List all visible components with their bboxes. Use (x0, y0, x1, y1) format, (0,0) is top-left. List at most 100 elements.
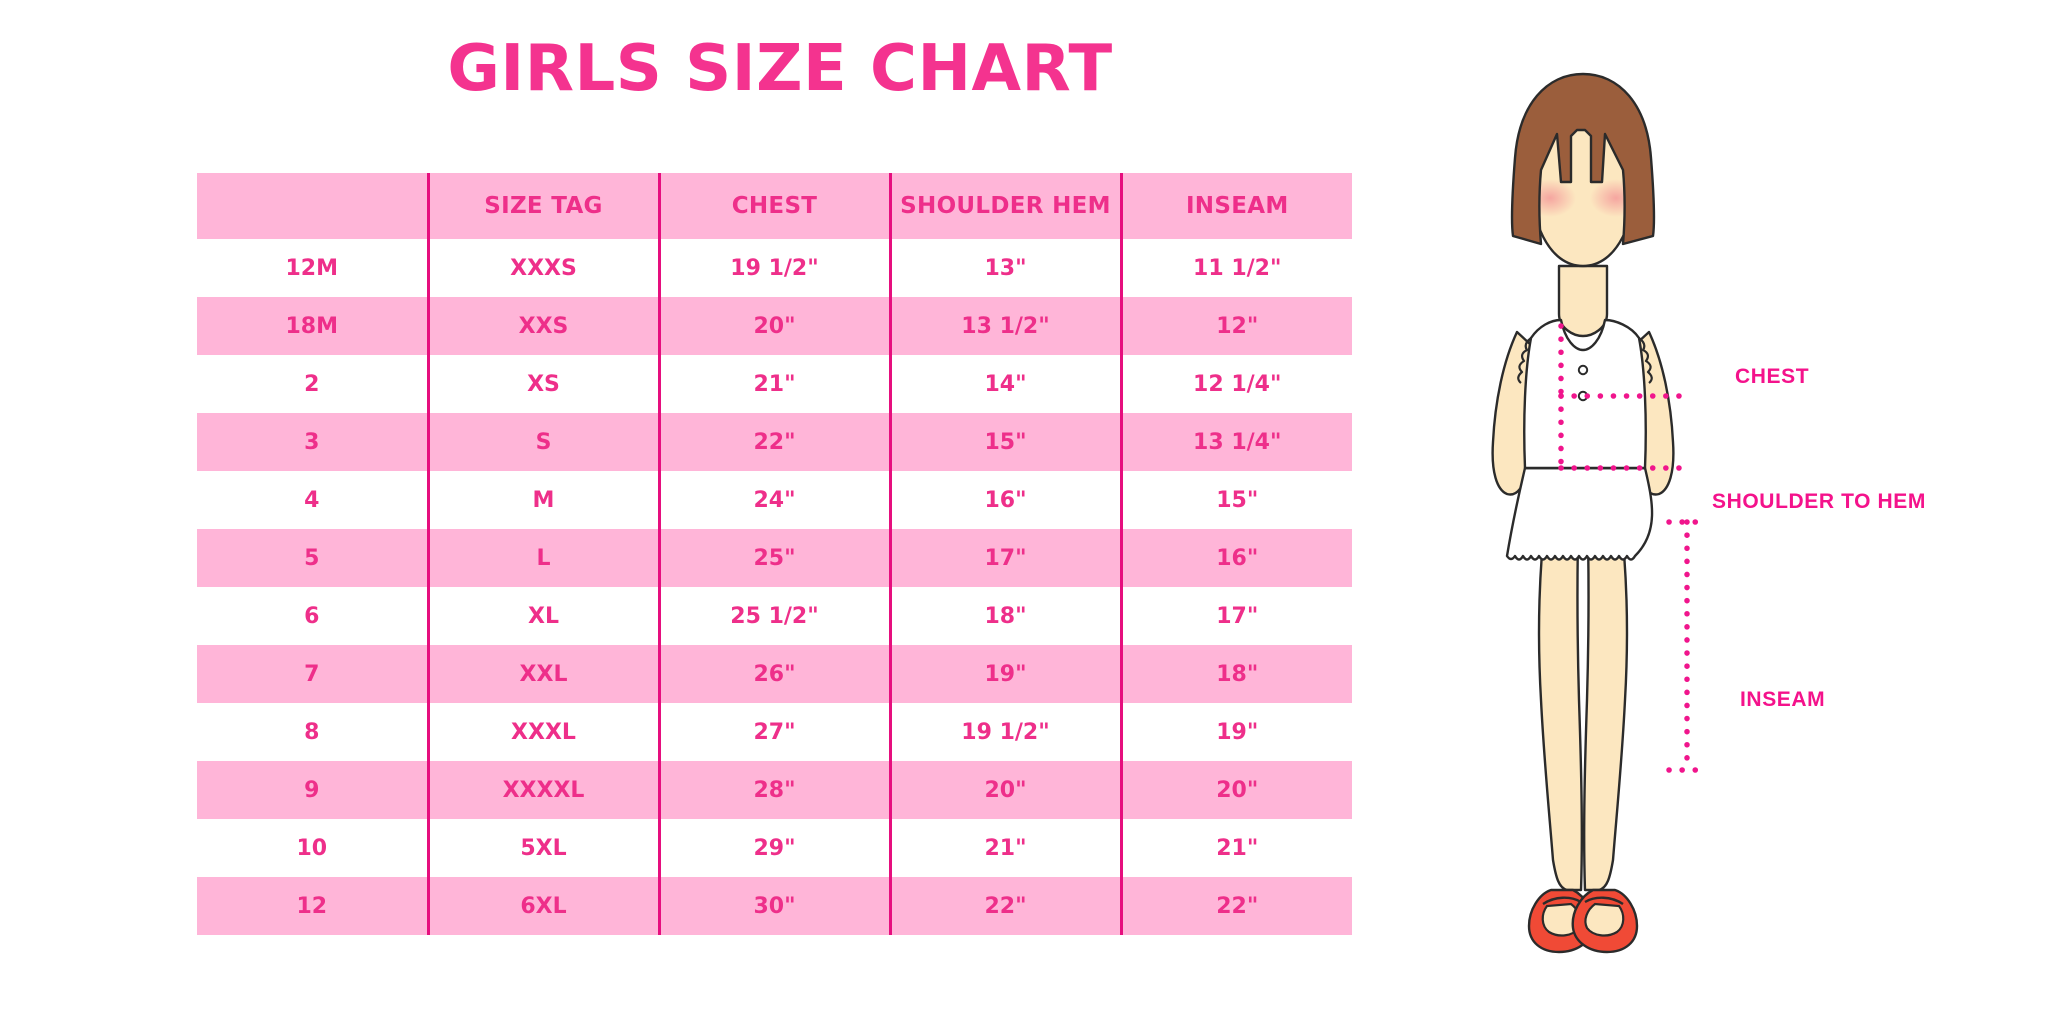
left-leg (1537, 498, 1584, 892)
column-header-inseam: INSEAM (1119, 173, 1352, 239)
cell-size-tag: L (426, 529, 659, 587)
table-row: 5 L 25" 17" 16" (197, 529, 1352, 587)
cell-inseam: 12" (1119, 297, 1352, 355)
cell-inseam: 12 1/4" (1119, 355, 1352, 413)
cell-chest: 30" (657, 877, 890, 935)
cell-size-tag: 6XL (426, 877, 659, 935)
cell-inseam: 13 1/4" (1119, 413, 1352, 471)
cell-inseam: 20" (1119, 761, 1352, 819)
cell-size: 10 (197, 819, 428, 877)
table-row: 10 5XL 29" 21" 21" (197, 819, 1352, 877)
left-shoulder-ruffle (1517, 337, 1532, 384)
size-table-container: SIZE TAG CHEST SHOULDER HEM INSEAM 12M X… (197, 173, 1352, 935)
cell-size: 5 (197, 529, 428, 587)
cell-size: 18M (197, 297, 428, 355)
table-header-row: SIZE TAG CHEST SHOULDER HEM INSEAM (197, 173, 1352, 239)
cell-shoulder-hem: 15" (888, 413, 1121, 471)
cell-size: 2 (197, 355, 428, 413)
cell-size-tag: XXXXL (426, 761, 659, 819)
table-row: 12 6XL 30" 22" 22" (197, 877, 1352, 935)
cell-inseam: 16" (1119, 529, 1352, 587)
cell-shoulder-hem: 13 1/2" (888, 297, 1121, 355)
right-shoulder-ruffle (1638, 337, 1653, 384)
table-row: 4 M 24" 16" 15" (197, 471, 1352, 529)
right-shoe-strap (1584, 896, 1624, 906)
cell-size: 12M (197, 239, 428, 297)
page-title: GIRLS SIZE CHART (447, 32, 1113, 106)
cell-size-tag: XXL (426, 645, 659, 703)
annotation-label-chest: CHEST (1735, 365, 1810, 388)
cell-shoulder-hem: 22" (888, 877, 1121, 935)
size-table: SIZE TAG CHEST SHOULDER HEM INSEAM 12M X… (197, 173, 1352, 935)
cell-size-tag: M (426, 471, 659, 529)
cell-size-tag: XXS (426, 297, 659, 355)
cell-size-tag: XXXS (426, 239, 659, 297)
cell-size-tag: S (426, 413, 659, 471)
table-row: 7 XXL 26" 19" 18" (197, 645, 1352, 703)
cell-shoulder-hem: 18" (888, 587, 1121, 645)
cell-size-tag: XS (426, 355, 659, 413)
cell-chest: 24" (657, 471, 890, 529)
neck (1557, 264, 1609, 338)
cell-size: 8 (197, 703, 428, 761)
table-row: 18M XXS 20" 13 1/2" 12" (197, 297, 1352, 355)
skirt (1505, 466, 1654, 561)
cell-size: 3 (197, 413, 428, 471)
cell-size-tag: 5XL (426, 819, 659, 877)
cell-chest: 27" (657, 703, 890, 761)
cell-size-tag: XL (426, 587, 659, 645)
cell-size: 4 (197, 471, 428, 529)
cell-inseam: 17" (1119, 587, 1352, 645)
cell-shoulder-hem: 14" (888, 355, 1121, 413)
button-top (1577, 364, 1589, 376)
table-row: 12M XXXS 19 1/2" 13" 11 1/2" (197, 239, 1352, 297)
cell-chest: 19 1/2" (657, 239, 890, 297)
cell-chest: 21" (657, 355, 890, 413)
cell-shoulder-hem: 17" (888, 529, 1121, 587)
cell-shoulder-hem: 19 1/2" (888, 703, 1121, 761)
column-header-chest: CHEST (657, 173, 890, 239)
cell-shoulder-hem: 19" (888, 645, 1121, 703)
right-leg (1582, 498, 1629, 892)
cell-chest: 29" (657, 819, 890, 877)
cell-inseam: 19" (1119, 703, 1352, 761)
table-body: 12M XXXS 19 1/2" 13" 11 1/2" 18M XXS 20"… (197, 239, 1352, 935)
left-shoe-strap (1542, 896, 1582, 906)
table-row: 3 S 22" 15" 13 1/4" (197, 413, 1352, 471)
cell-chest: 25 1/2" (657, 587, 890, 645)
cell-inseam: 11 1/2" (1119, 239, 1352, 297)
column-header-shoulder-hem: SHOULDER HEM (888, 173, 1121, 239)
girl-figure-illustration (1455, 70, 1715, 970)
cell-shoulder-hem: 16" (888, 471, 1121, 529)
cell-size: 7 (197, 645, 428, 703)
measurement-guides (1558, 323, 1690, 773)
cell-size: 9 (197, 761, 428, 819)
cell-shoulder-hem: 13" (888, 239, 1121, 297)
hair (1510, 72, 1656, 246)
cell-inseam: 22" (1119, 877, 1352, 935)
right-shoe-opening (1584, 902, 1625, 937)
cell-inseam: 21" (1119, 819, 1352, 877)
table-row: 2 XS 21" 14" 12 1/4" (197, 355, 1352, 413)
table-row: 8 XXXL 27" 19 1/2" 19" (197, 703, 1352, 761)
annotation-label-inseam: INSEAM (1740, 688, 1826, 711)
cell-inseam: 15" (1119, 471, 1352, 529)
cell-chest: 22" (657, 413, 890, 471)
figure-body-group (1491, 72, 1708, 954)
column-header-size-tag: SIZE TAG (426, 173, 659, 239)
cell-shoulder-hem: 20" (888, 761, 1121, 819)
cell-size-tag: XXXL (426, 703, 659, 761)
cell-chest: 26" (657, 645, 890, 703)
cell-inseam: 18" (1119, 645, 1352, 703)
cell-size: 6 (197, 587, 428, 645)
table-row: 6 XL 25 1/2" 18" 17" (197, 587, 1352, 645)
table-header: SIZE TAG CHEST SHOULDER HEM INSEAM (197, 173, 1352, 239)
cell-shoulder-hem: 21" (888, 819, 1121, 877)
table-row: 9 XXXXL 28" 20" 20" (197, 761, 1352, 819)
cell-size: 12 (197, 877, 428, 935)
column-header-size (197, 173, 428, 239)
annotation-label-shoulder-to-hem: SHOULDER TO HEM (1712, 490, 1926, 513)
cell-chest: 25" (657, 529, 890, 587)
cell-chest: 20" (657, 297, 890, 355)
